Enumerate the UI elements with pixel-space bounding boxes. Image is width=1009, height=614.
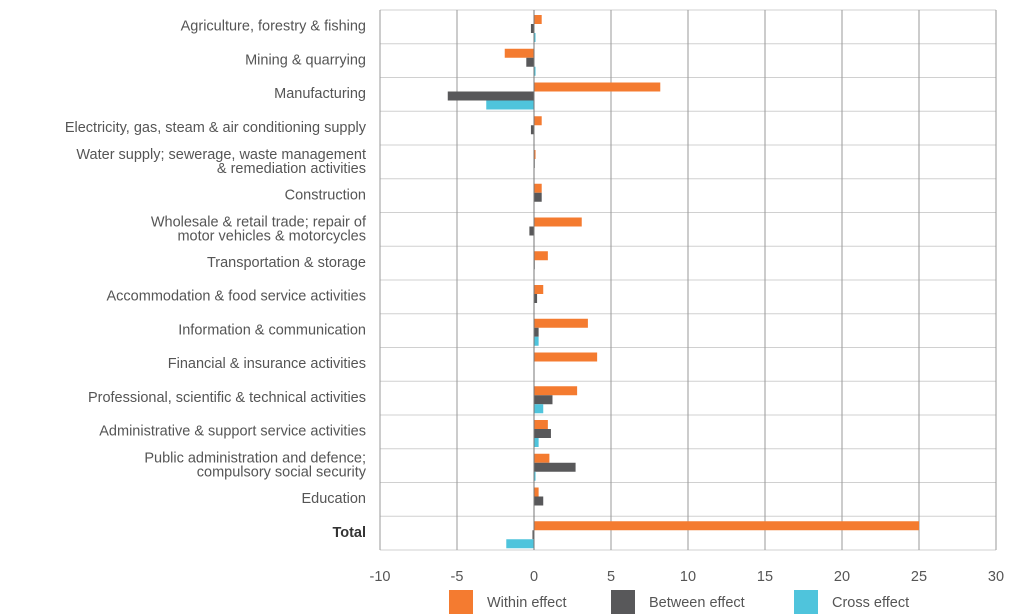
bar: [534, 386, 578, 396]
x-tick-label: 15: [757, 569, 773, 585]
x-tick-label: 5: [607, 569, 615, 585]
y-tick-label: Financial & insurance activities: [168, 356, 366, 372]
bar: [534, 33, 536, 42]
bar: [534, 183, 542, 193]
bar: [534, 66, 536, 76]
bar: [534, 420, 548, 429]
bar: [534, 318, 588, 328]
bar: [534, 521, 919, 531]
legend-swatch: [611, 590, 635, 614]
bar: [534, 496, 544, 506]
x-tick-label: 20: [834, 569, 850, 585]
bar: [534, 15, 542, 24]
bar: [534, 251, 548, 261]
legend-swatch: [794, 590, 818, 614]
bar: [447, 91, 534, 101]
bar: [534, 327, 539, 337]
y-tick-label: Education: [302, 491, 367, 507]
bar: [506, 539, 534, 549]
bar: [534, 192, 542, 202]
bar: [530, 24, 534, 33]
bar: [534, 453, 550, 463]
bar: [534, 471, 536, 481]
y-tick-label: Water supply; sewerage, waste management…: [76, 147, 366, 177]
y-tick-label: Wholesale & retail trade; repair of motor…: [151, 214, 367, 244]
bar: [534, 217, 582, 227]
bar: [534, 116, 542, 126]
y-tick-label: Mining & quarrying: [245, 52, 366, 68]
bar: [534, 487, 539, 497]
bar: [534, 150, 536, 159]
bar: [534, 438, 539, 447]
legend-label: Within effect: [487, 595, 567, 611]
y-tick-label: Total: [332, 525, 366, 541]
x-tick-label: 25: [911, 569, 927, 585]
y-tick-label: Information & communication: [178, 322, 366, 338]
y-tick-label: Electricity, gas, steam & air conditioni…: [65, 120, 367, 136]
bar: [534, 336, 539, 346]
bar: [504, 48, 534, 58]
y-tick-label: Agriculture, forestry & fishing: [181, 19, 366, 35]
legend-swatch: [449, 590, 473, 614]
x-tick-label: 30: [988, 569, 1004, 585]
bar: [534, 285, 544, 294]
y-tick-label: Accommodation & food service activities: [107, 289, 367, 305]
bar: [530, 125, 534, 135]
bar: [534, 352, 598, 362]
legend-label: Between effect: [649, 595, 745, 611]
x-tick-label: -5: [451, 569, 464, 585]
y-tick-label: Manufacturing: [274, 86, 366, 102]
legend-label: Cross effect: [832, 595, 909, 611]
y-tick-label: Construction: [285, 187, 366, 203]
y-tick-label: Transportation & storage: [207, 255, 366, 271]
bar: [526, 57, 534, 67]
x-tick-label: 0: [530, 569, 538, 585]
bar: [486, 100, 534, 110]
bar: [534, 462, 576, 472]
bar: [532, 530, 534, 540]
bar: [534, 429, 551, 438]
y-tick-label: Administrative & support service activit…: [99, 424, 366, 440]
x-tick-label: -10: [370, 569, 391, 585]
y-tick-label: Professional, scientific & technical act…: [88, 390, 366, 406]
bar: [534, 294, 538, 303]
bar: [534, 404, 544, 414]
x-tick-label: 10: [680, 569, 696, 585]
y-tick-label: Public administration and defence; compul…: [144, 450, 366, 480]
bar: [534, 395, 553, 405]
bar: [529, 226, 534, 236]
bar: [534, 82, 661, 92]
